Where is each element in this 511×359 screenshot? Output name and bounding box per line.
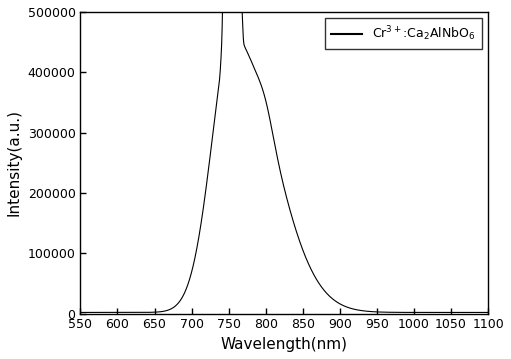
Y-axis label: Intensity(a.u.): Intensity(a.u.) (7, 109, 22, 216)
X-axis label: Wavelength(nm): Wavelength(nm) (221, 337, 348, 352)
Legend: Cr$^{3+}$:Ca$_2$AlNbO$_6$: Cr$^{3+}$:Ca$_2$AlNbO$_6$ (324, 18, 482, 50)
